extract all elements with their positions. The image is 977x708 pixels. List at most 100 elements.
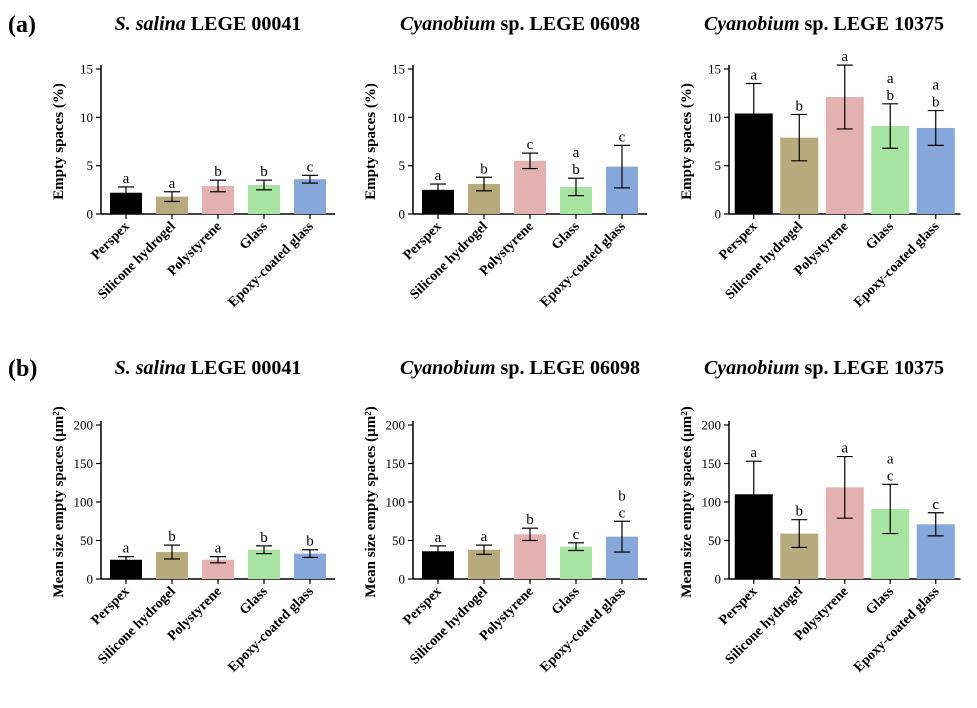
error-bar — [164, 544, 180, 560]
y-tick-label: 200 — [74, 418, 94, 433]
significance-letter: b — [260, 164, 268, 180]
x-category-label: Epoxy-coated glass — [226, 219, 318, 311]
y-tick-label: 15 — [80, 62, 93, 77]
x-category-label: Silicone hydrogel — [408, 219, 491, 302]
panel-label-b: (b) — [8, 356, 37, 382]
chart-title-italic: S. salina — [115, 13, 186, 35]
significance-letter: b — [796, 98, 804, 114]
chart-title-rest: sp. LEGE 06098 — [496, 357, 640, 379]
error-bar — [210, 179, 226, 193]
significance-letter: a — [841, 441, 848, 457]
y-tick-label: 15 — [708, 62, 721, 77]
y-tick-label: 50 — [392, 533, 405, 548]
error-bar — [430, 183, 446, 197]
significance-letter: a — [887, 451, 894, 467]
significance-letter: b — [572, 162, 580, 178]
x-category-label: Glass — [549, 219, 583, 253]
significance-letter: a — [887, 71, 894, 87]
error-bar — [568, 177, 584, 197]
significance-letter: a — [932, 78, 939, 94]
error-bar — [614, 520, 630, 553]
chart-title: Cyanobium sp. LEGE 10375 — [704, 357, 944, 379]
error-bar — [302, 174, 318, 184]
y-tick-label: 10 — [708, 110, 721, 125]
significance-letter: a — [750, 445, 757, 461]
significance-letter: b — [260, 530, 268, 546]
x-category-label: Glass — [237, 584, 271, 618]
significance-letter: a — [123, 171, 130, 187]
significance-letter: c — [932, 497, 939, 513]
y-tick-label: 50 — [80, 533, 93, 548]
error-bar — [522, 527, 538, 542]
x-category-label: Perspex — [89, 584, 133, 628]
y-tick-label: 0 — [87, 572, 94, 587]
x-category-label: Perspex — [716, 219, 760, 263]
chart-title-rest: LEGE 00041 — [186, 13, 302, 35]
error-bar — [568, 542, 584, 552]
y-tick-label: 15 — [392, 62, 405, 77]
y-tick-label: 200 — [386, 418, 406, 433]
significance-letter: b — [480, 161, 488, 177]
y-axis-label: Mean size empty spaces (µm²) — [51, 406, 67, 597]
y-tick-label: 100 — [74, 495, 94, 510]
error-bar — [476, 176, 492, 192]
bar-perspex — [110, 559, 142, 579]
y-tick-label: 5 — [87, 158, 94, 173]
error-bar — [256, 179, 272, 191]
error-bar — [614, 144, 630, 189]
error-bar — [927, 109, 944, 146]
significance-letter: b — [306, 534, 314, 550]
x-category-label: Silicone hydrogel — [96, 584, 179, 667]
x-category-label: Glass — [237, 219, 271, 253]
chart-title: Cyanobium sp. LEGE 06098 — [400, 13, 640, 35]
chart-title: S. salina LEGE 00041 — [115, 357, 302, 379]
error-bar — [118, 556, 134, 564]
significance-letter: a — [169, 176, 176, 192]
x-category-label: Glass — [863, 219, 897, 253]
x-category-label: Epoxy-coated glass — [851, 219, 943, 311]
y-tick-label: 50 — [708, 533, 721, 548]
chart-title-rest: LEGE 00041 — [186, 357, 302, 379]
panel-label-a: (a) — [8, 12, 36, 38]
x-category-label: Perspex — [716, 584, 760, 628]
significance-letter: c — [573, 527, 580, 543]
x-category-label: Glass — [549, 584, 583, 618]
error-bar — [882, 103, 899, 149]
error-bar — [745, 82, 762, 145]
bar-polystyrene — [514, 534, 546, 579]
error-bar — [118, 186, 134, 200]
y-tick-label: 100 — [386, 495, 406, 510]
chart-title: Cyanobium sp. LEGE 10375 — [704, 13, 944, 35]
x-category-label: Epoxy-coated glass — [851, 584, 943, 676]
significance-letter: a — [481, 529, 488, 545]
x-category-label: Epoxy-coated glass — [226, 584, 318, 676]
chart-2: Cyanobium sp. LEGE 06098 Empty spaces (%)… — [363, 13, 647, 310]
bar-polystyrene — [202, 559, 234, 579]
error-bar — [210, 556, 226, 564]
y-axis-label: Empty spaces (%) — [51, 83, 67, 200]
chart-5: Cyanobium sp. LEGE 06098 Mean size empty … — [363, 357, 647, 675]
error-bar — [927, 512, 944, 537]
chart-title-rest: sp. LEGE 06098 — [496, 13, 640, 35]
bar-glass — [560, 546, 592, 579]
y-tick-label: 100 — [702, 495, 722, 510]
chart-1: S. salina LEGE 00041 Empty spaces (%) 0 5 10… — [51, 13, 335, 310]
chart-title-italic: Cyanobium — [704, 357, 800, 379]
error-bar — [476, 544, 492, 555]
y-axis-label: Empty spaces (%) — [363, 83, 379, 200]
significance-letter: c — [307, 159, 314, 175]
significance-letter: b — [618, 488, 626, 504]
y-axis-label: Empty spaces (%) — [679, 83, 695, 200]
y-tick-label: 0 — [715, 207, 722, 222]
bar-glass — [248, 549, 280, 579]
x-category-label: Silicone hydrogel — [96, 219, 179, 302]
y-axis-label: Mean size empty spaces (µm²) — [679, 406, 695, 597]
chart-4: S. salina LEGE 00041 Mean size empty spac… — [51, 357, 335, 675]
significance-letter: b — [526, 512, 534, 528]
error-bar — [791, 113, 808, 162]
chart-title-italic: Cyanobium — [400, 357, 496, 379]
bar-polystyrene — [514, 160, 546, 214]
chart-3: Cyanobium sp. LEGE 10375 Empty spaces (%)… — [679, 13, 961, 310]
chart-title: S. salina LEGE 00041 — [115, 13, 302, 35]
significance-letter: b — [214, 164, 222, 180]
